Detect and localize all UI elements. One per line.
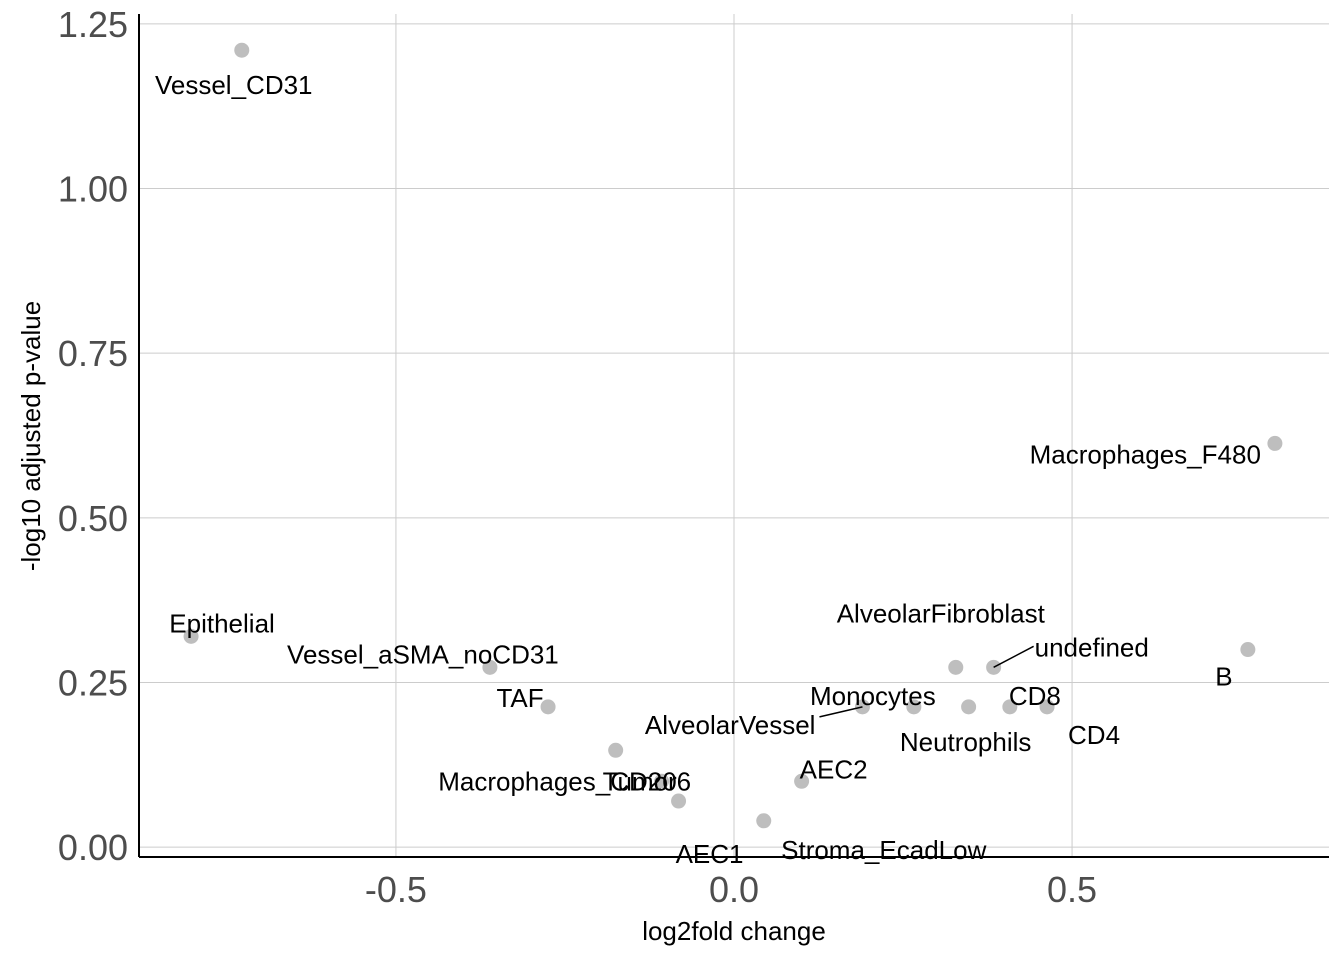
data-point — [482, 659, 498, 675]
point-label: Tumor — [603, 766, 677, 796]
y-tick-label: 0.50 — [58, 498, 128, 539]
point-label: Macrophages_CD206 — [438, 766, 691, 796]
data-point — [183, 628, 199, 644]
y-tick-label: 0.00 — [58, 827, 128, 868]
point-label: Macrophages_F480 — [1030, 439, 1261, 469]
data-point — [1002, 699, 1018, 715]
point-label: TAF — [496, 683, 543, 713]
point-label: CD8 — [1009, 681, 1061, 711]
data-point — [671, 793, 687, 809]
y-tick-labels: 0.00 0.25 0.50 0.75 1.00 1.25 — [58, 4, 128, 868]
y-axis-title: -log10 adjusted p-value — [16, 301, 46, 571]
grid — [139, 14, 1329, 857]
data-point — [1267, 435, 1283, 451]
point-label: Epithelial — [169, 608, 275, 638]
data-point — [608, 742, 624, 758]
point-label: Vessel_CD31 — [155, 70, 313, 100]
point-labels: Vessel_CD31 Epithelial Vessel_aSMA_noCD31 T… — [155, 70, 1261, 869]
point-label: AlveolarVessel — [645, 710, 816, 740]
point-label: Stroma_EcadLow — [781, 835, 986, 865]
data-points — [183, 42, 1283, 829]
x-tick-label: 0.0 — [709, 869, 759, 910]
point-label: Monocytes — [810, 681, 936, 711]
data-point — [234, 42, 250, 58]
point-label: Vessel_aSMA_noCD31 — [287, 639, 559, 669]
point-label: AEC1 — [676, 839, 744, 869]
point-label: B — [1215, 662, 1232, 692]
y-tick-label: 1.25 — [58, 4, 128, 45]
x-tick-label: -0.5 — [365, 869, 427, 910]
data-point — [654, 773, 670, 789]
x-axis-title: log2fold change — [642, 916, 826, 946]
leader-line — [993, 645, 1034, 668]
label-leader-lines — [819, 645, 1034, 718]
point-label: AlveolarFibroblast — [837, 598, 1046, 628]
point-label: Neutrophils — [900, 727, 1032, 757]
data-point — [1240, 642, 1256, 658]
point-label: AEC2 — [800, 754, 868, 784]
data-point — [756, 813, 772, 829]
data-point — [948, 659, 964, 675]
point-label: CD4 — [1068, 720, 1120, 750]
data-point — [961, 699, 977, 715]
x-tick-label: 0.5 — [1047, 869, 1097, 910]
y-tick-label: 0.75 — [58, 333, 128, 374]
y-tick-label: 0.25 — [58, 662, 128, 703]
y-tick-label: 1.00 — [58, 169, 128, 210]
leader-line — [819, 706, 863, 718]
point-label: undefined — [1035, 632, 1149, 662]
data-point — [794, 773, 810, 789]
data-point — [1039, 699, 1055, 715]
x-tick-labels: -0.5 0.0 0.5 — [365, 869, 1097, 910]
data-point — [906, 699, 922, 715]
data-point — [540, 699, 556, 715]
